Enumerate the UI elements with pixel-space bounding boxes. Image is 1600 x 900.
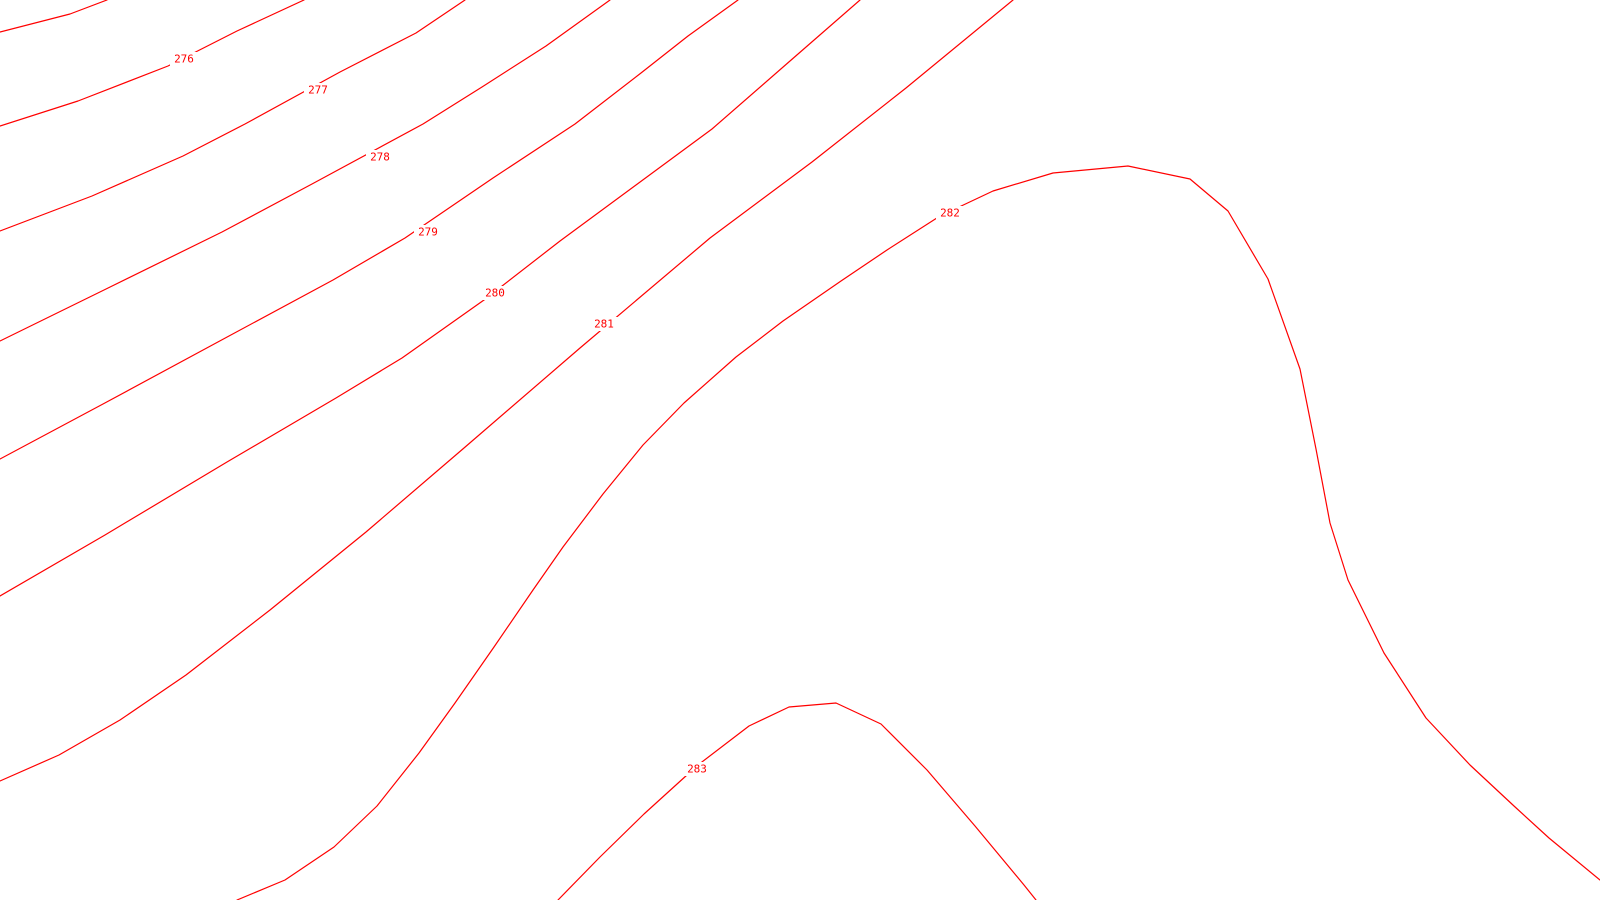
contour-label-276: 276: [170, 52, 198, 66]
contour-label-text-279: 279: [418, 226, 438, 239]
contour-label-text-280: 280: [485, 287, 505, 300]
contour-line-279: [0, 0, 739, 460]
contour-label-278: 278: [366, 150, 394, 164]
contour-labels: 276 277 278 279 280 281 282 283: [170, 52, 964, 776]
contour-line-276: [0, 0, 108, 33]
contour-label-281: 281: [590, 317, 618, 331]
contour-line-283: [557, 702, 1037, 900]
contour-label-280: 280: [481, 286, 509, 300]
contour-line-276: [0, 0, 305, 127]
contour-label-text-277: 277: [308, 84, 328, 97]
contour-line-281: [0, 0, 1014, 782]
contour-label-283: 283: [683, 762, 711, 776]
contour-label-text-282: 282: [940, 207, 960, 220]
contour-label-282: 282: [936, 206, 964, 220]
contour-line-277: [0, 0, 466, 232]
contour-label-279: 279: [414, 225, 442, 239]
contour-label-text-278: 278: [370, 151, 390, 164]
contour-label-text-281: 281: [594, 318, 614, 331]
contour-label-277: 277: [304, 83, 332, 97]
contour-label-text-283: 283: [687, 763, 707, 776]
contour-label-text-276: 276: [174, 53, 194, 66]
